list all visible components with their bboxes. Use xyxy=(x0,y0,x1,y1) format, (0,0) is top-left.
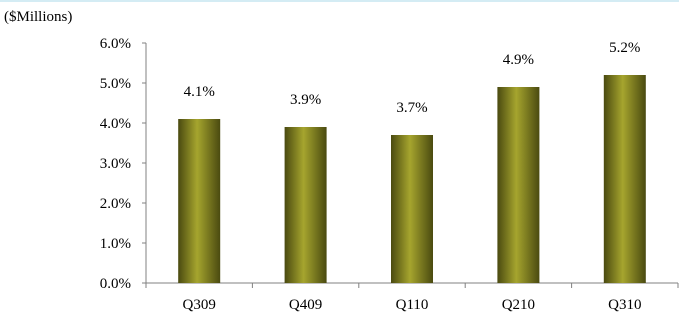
x-tick-label: Q409 xyxy=(289,297,322,313)
y-tick-label: 0.0% xyxy=(100,276,131,292)
y-tick-label: 4.0% xyxy=(100,116,131,132)
data-label: 3.9% xyxy=(290,92,321,108)
y-tick-label: 5.0% xyxy=(100,76,131,92)
y-tick-label: 2.0% xyxy=(100,196,131,212)
x-tick-label: Q110 xyxy=(396,297,429,313)
bar-q309 xyxy=(178,119,221,283)
bar-q310 xyxy=(603,75,646,283)
data-label: 4.9% xyxy=(503,52,534,68)
x-tick-labels: Q309 Q409 Q110 Q210 Q310 xyxy=(183,297,642,313)
chart-bars xyxy=(178,75,646,283)
x-tick-label: Q210 xyxy=(502,297,535,313)
data-label: 3.7% xyxy=(396,100,427,116)
y-tick-labels: 0.0% 1.0% 2.0% 3.0% 4.0% 5.0% 6.0% xyxy=(100,36,131,292)
top-divider xyxy=(0,0,679,2)
x-tick-label: Q309 xyxy=(183,297,216,313)
bar-q409 xyxy=(284,127,327,283)
y-tick-label: 3.0% xyxy=(100,156,131,172)
data-labels: 4.1% 3.9% 3.7% 4.9% 5.2% xyxy=(184,40,641,116)
x-tick-label: Q310 xyxy=(608,297,641,313)
y-tick-label: 6.0% xyxy=(100,36,131,52)
bar-q110 xyxy=(391,135,433,283)
bar-q210 xyxy=(497,87,540,283)
data-label: 5.2% xyxy=(609,40,640,56)
unit-label: ($Millions) xyxy=(4,9,73,25)
y-tick-label: 1.0% xyxy=(100,236,131,252)
data-label: 4.1% xyxy=(184,84,215,100)
